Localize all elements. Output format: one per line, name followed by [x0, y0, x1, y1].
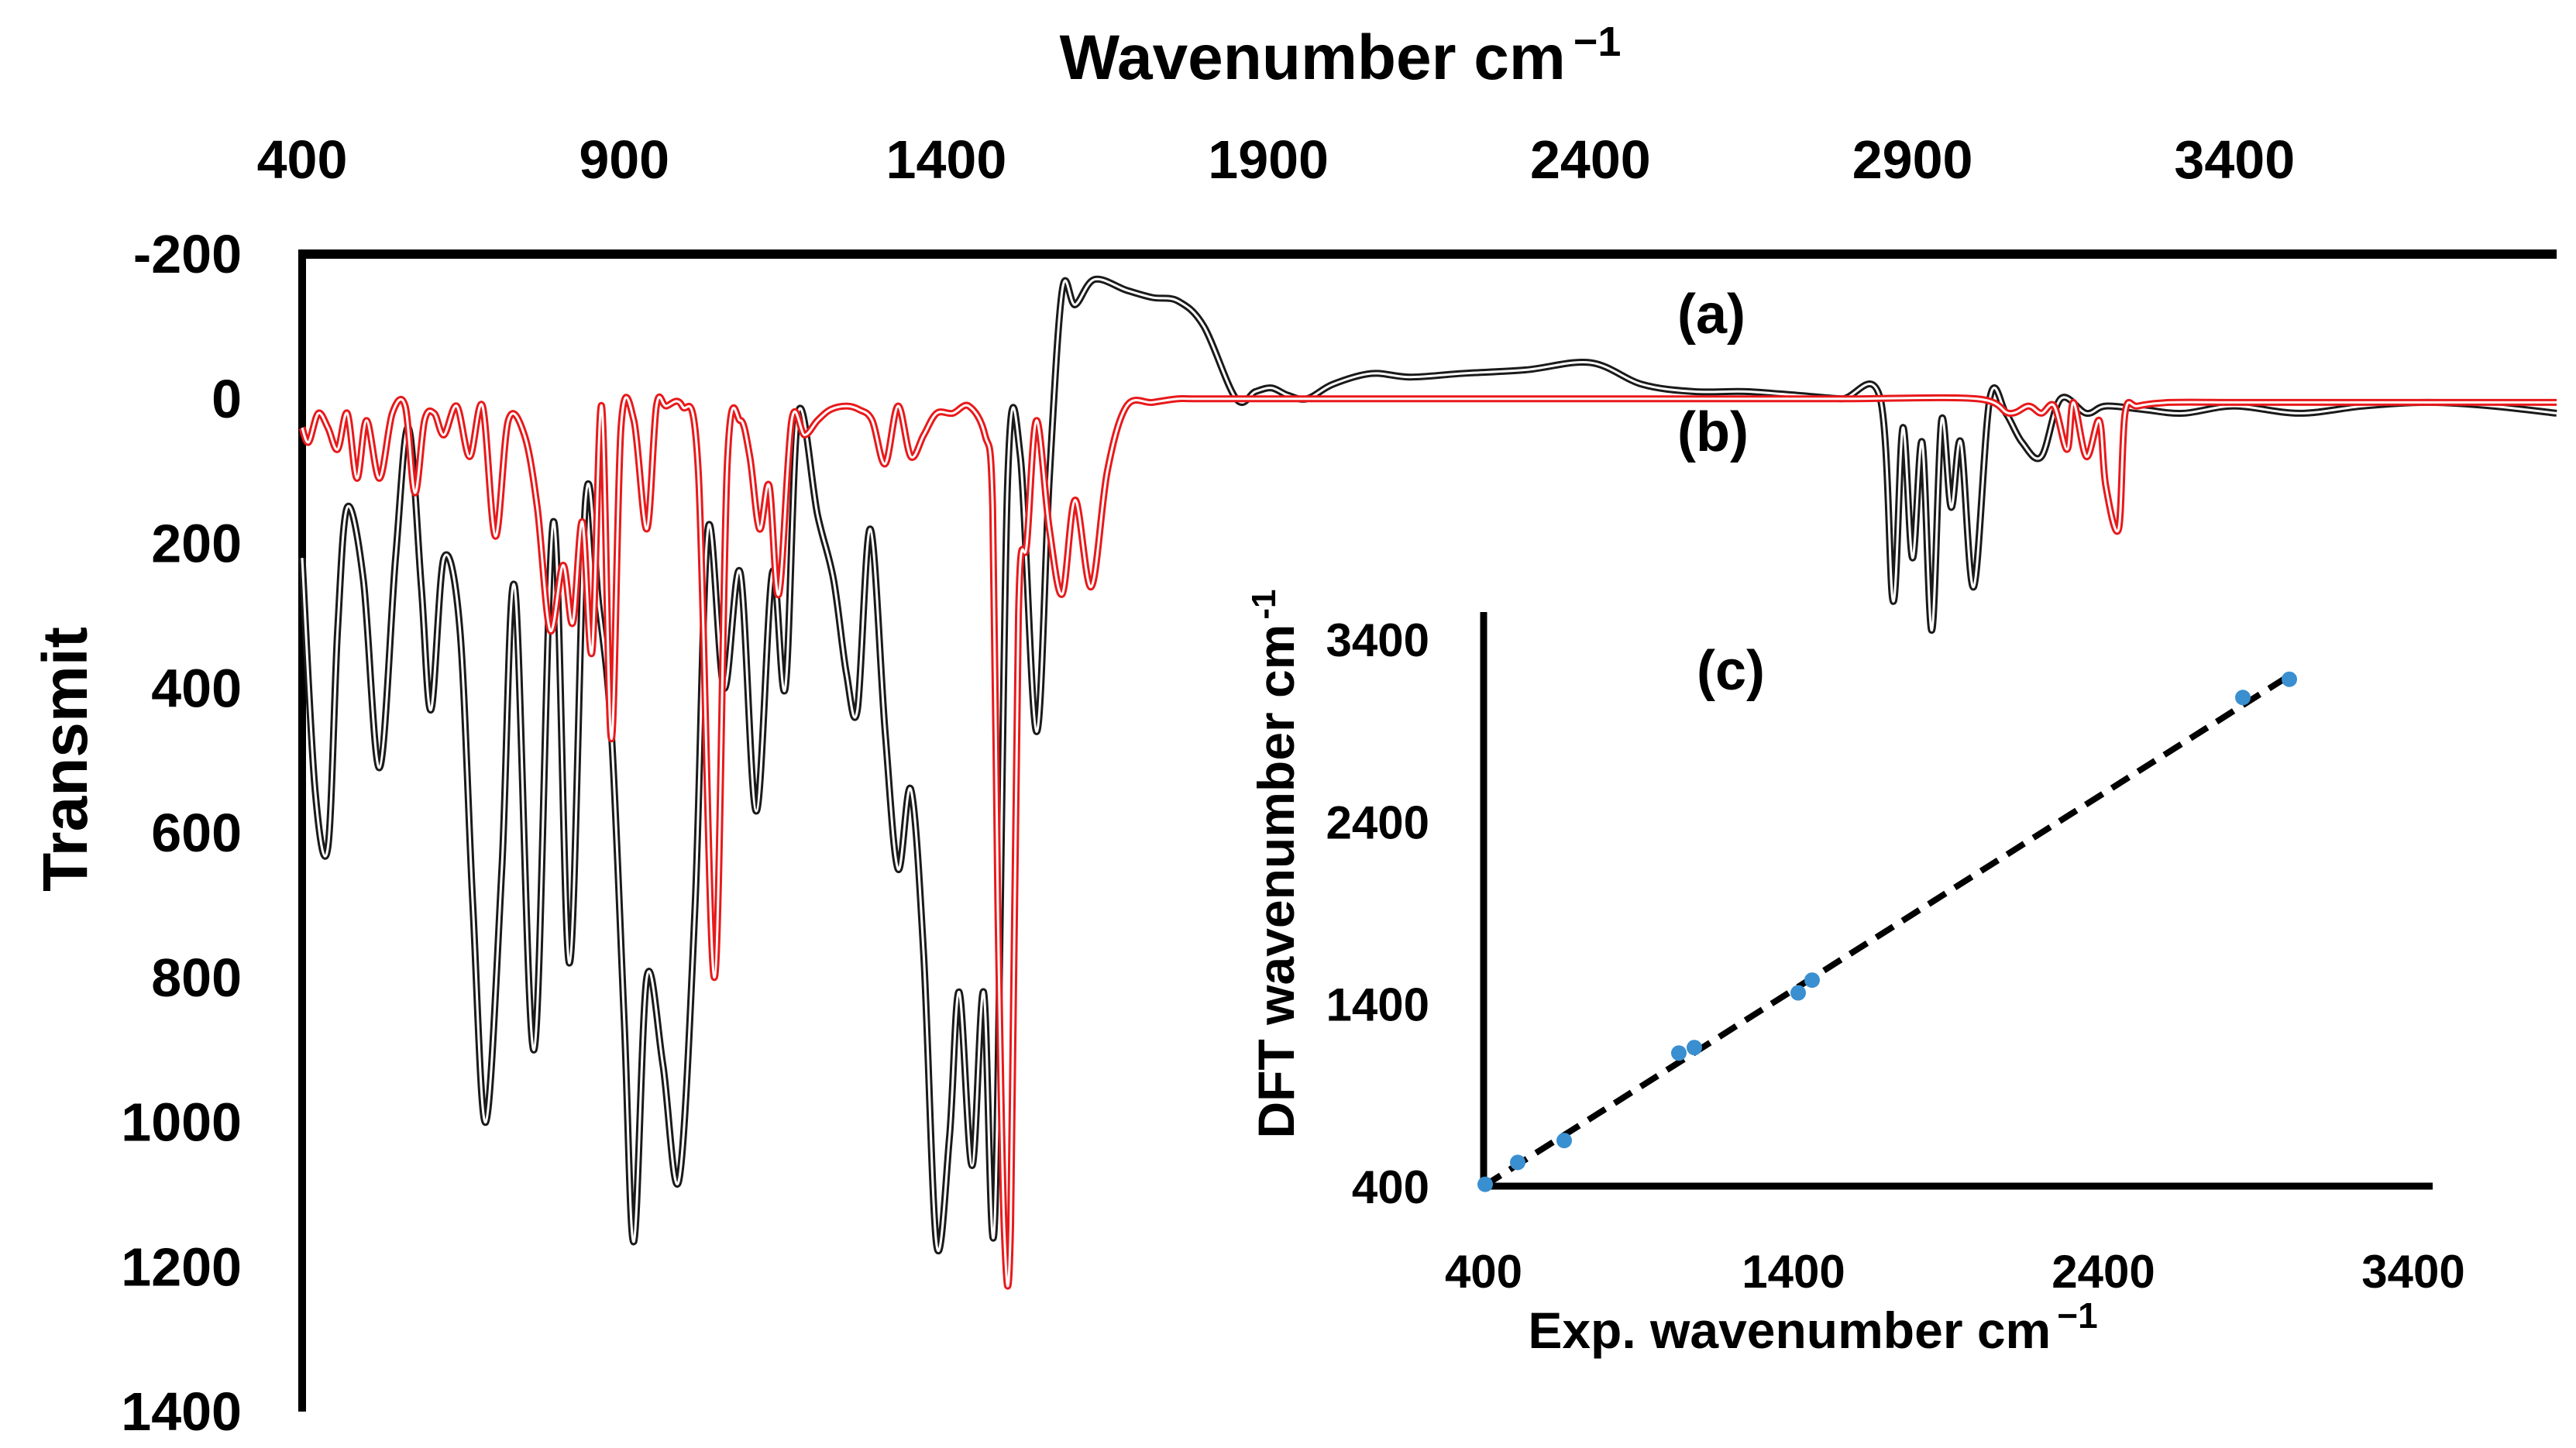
series-b-label: (b) [1677, 401, 1749, 463]
main-x-tick-labels: 400 900 1400 1900 2400 2900 3400 [257, 129, 2296, 190]
inset-x-tick-label: 1400 [1742, 1246, 1845, 1298]
inset-x-tick-label: 2400 [2052, 1246, 2155, 1298]
inset-y-axis-title: DFT wavenumber cm-1 [1245, 590, 1305, 1139]
inset-data-point [2282, 671, 2297, 687]
inset-data-point [1671, 1045, 1687, 1061]
main-y-tick-label: 800 [151, 948, 242, 1008]
inset-data-point [1687, 1040, 1702, 1056]
inset-y-tick-label: 1400 [1326, 979, 1429, 1031]
main-y-tick-label: 400 [151, 658, 242, 718]
inset-y-tick-label: 2400 [1326, 796, 1429, 848]
main-y-tick-label: 0 [212, 369, 242, 429]
inset-y-tick-label: 400 [1352, 1161, 1429, 1213]
main-x-tick-label: 900 [579, 129, 669, 190]
main-x-tick-label: 2900 [1852, 129, 1973, 190]
main-x-tick-label: 2400 [1530, 129, 1651, 190]
main-y-tick-label: 200 [151, 514, 242, 574]
main-y-tick-label: 1200 [121, 1236, 242, 1297]
inset-data-point [1477, 1176, 1493, 1192]
inset-marks [1477, 671, 2297, 1192]
inset-y-tick-label: 3400 [1326, 614, 1429, 666]
series-a-label: (a) [1677, 284, 1745, 346]
inset-panel-label: (c) [1697, 640, 1765, 702]
main-plot: Wavenumber cm −1 400 900 1400 1900 2400 2900 34… [30, 19, 2557, 1442]
main-x-tick-label: 400 [257, 129, 348, 190]
inset-x-tick-label: 400 [1445, 1246, 1522, 1298]
inset-data-point [1804, 972, 1820, 989]
main-x-tick-label: 1400 [886, 129, 1007, 190]
main-x-tick-label: 1900 [1208, 129, 1329, 190]
inset-plot: 400 1400 2400 3400 400 1400 2400 3400 Exp. wav… [1245, 590, 2465, 1359]
main-series [298, 275, 2557, 1290]
main-y-tick-label: 1000 [121, 1092, 242, 1153]
main-x-axis-title: Wavenumber cm −1 [1060, 19, 1622, 93]
main-y-tick-label: 600 [151, 803, 242, 863]
main-y-tick-label: -200 [133, 224, 242, 284]
inset-x-tick-labels: 400 1400 2400 3400 [1445, 1246, 2465, 1298]
inset-trendline [1481, 672, 2292, 1189]
inset-data-point [1790, 985, 1806, 1001]
main-y-tick-label: 1400 [121, 1381, 242, 1442]
inset-data-point [1556, 1133, 1572, 1149]
inset-data-point [2235, 690, 2251, 706]
inset-data-point [1510, 1154, 1525, 1171]
main-y-axis-title: Transmit [30, 627, 101, 892]
inset-x-axis-title: Exp. wavenumber cm −1 [1528, 1295, 2097, 1359]
series-a-line [298, 275, 2557, 1255]
inset-y-tick-labels: 400 1400 2400 3400 [1326, 614, 1429, 1213]
inset-x-tick-label: 3400 [2361, 1246, 2464, 1298]
main-x-tick-label: 3400 [2174, 129, 2295, 190]
main-y-tick-labels: -200 0 200 400 600 800 1000 1200 1400 [121, 224, 242, 1442]
series-b-line [298, 393, 2557, 1290]
